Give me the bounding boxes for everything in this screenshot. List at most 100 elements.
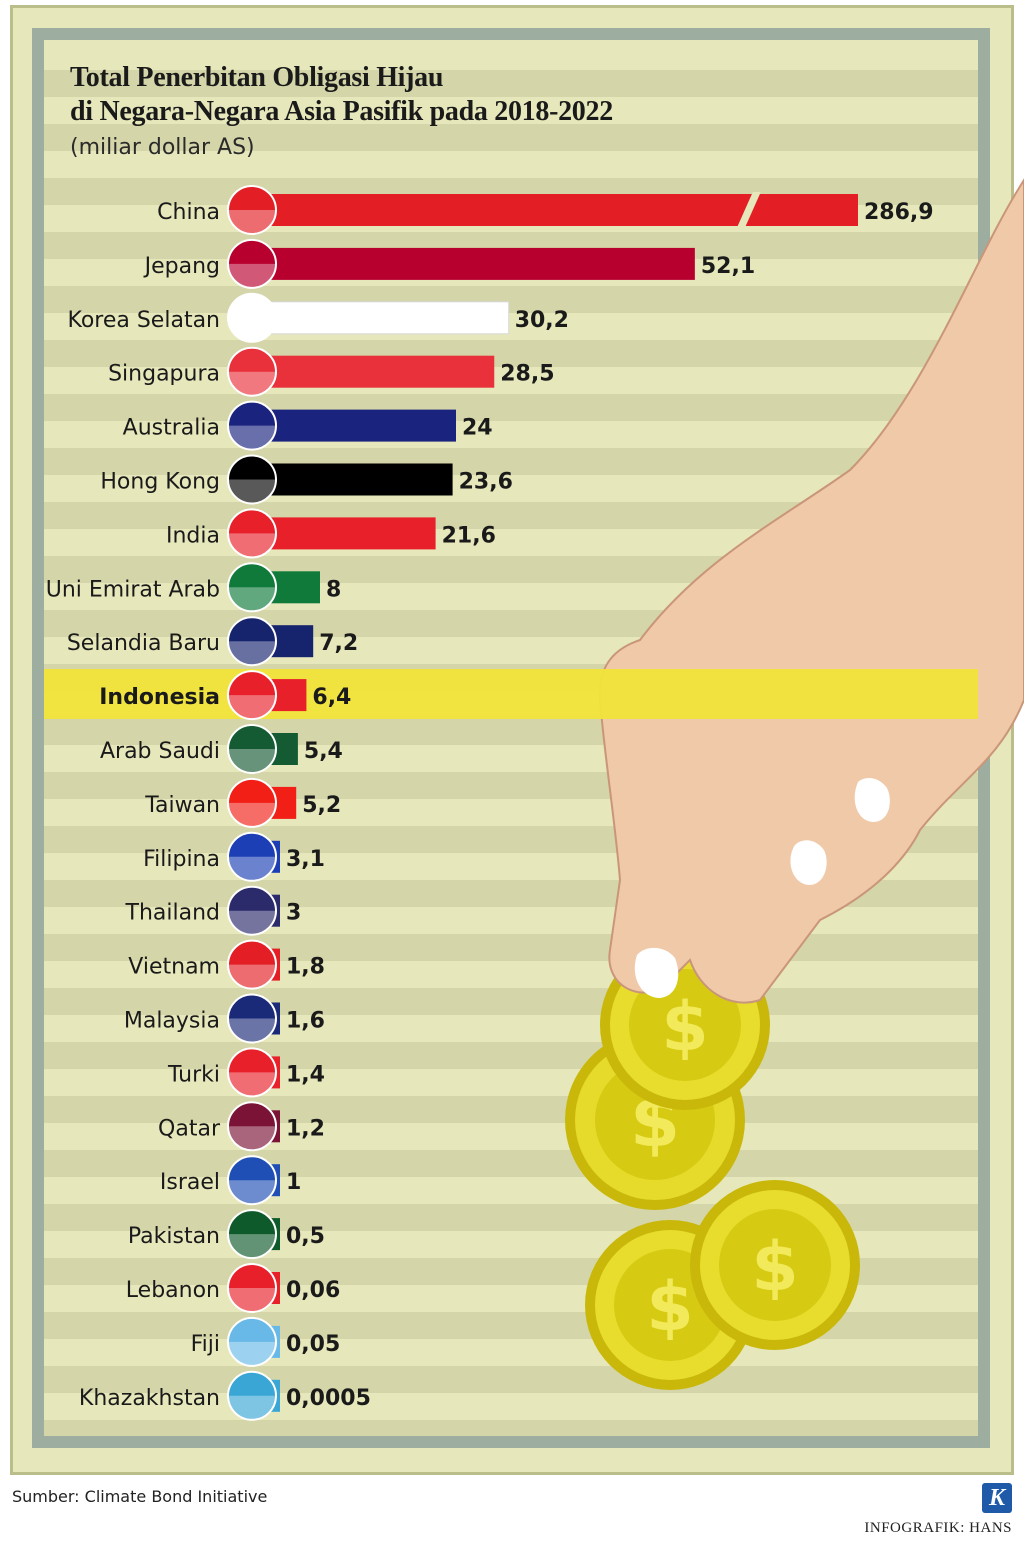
bar-india bbox=[252, 517, 436, 550]
value-label: 3 bbox=[286, 901, 301, 926]
flag-shade bbox=[228, 1234, 276, 1259]
flag-icon bbox=[227, 724, 277, 774]
flag-shade bbox=[228, 695, 276, 720]
background-stripe bbox=[44, 934, 978, 961]
publisher-logo: K bbox=[982, 1483, 1012, 1513]
flag-icon bbox=[227, 400, 277, 451]
flag-shade bbox=[228, 479, 276, 504]
flag-icon bbox=[227, 885, 277, 936]
flag-icon bbox=[227, 508, 277, 559]
unit-label: (miliar dollar AS) bbox=[70, 135, 255, 160]
flag-shade bbox=[228, 641, 276, 666]
fingernail-icon bbox=[634, 947, 679, 998]
value-label: 30,2 bbox=[515, 308, 569, 333]
country-label: Fiji bbox=[191, 1332, 220, 1357]
value-label: 1,2 bbox=[286, 1116, 325, 1141]
bar-korea-selatan bbox=[251, 301, 510, 335]
flag-shade bbox=[228, 1288, 276, 1312]
flag-shade bbox=[228, 210, 276, 234]
country-label: Hong Kong bbox=[100, 470, 220, 495]
flag-icon bbox=[227, 670, 277, 721]
value-label: 21,6 bbox=[442, 523, 496, 548]
chart-title-line-2: di Negara-Negara Asia Pasifik pada 2018-… bbox=[70, 96, 613, 127]
value-label: 0,5 bbox=[286, 1224, 325, 1249]
flag-shade bbox=[228, 1126, 276, 1151]
value-label: 0,05 bbox=[286, 1332, 340, 1357]
background-stripe bbox=[44, 1042, 978, 1069]
flag-shade bbox=[228, 1018, 276, 1043]
flag-icon bbox=[227, 1101, 277, 1152]
country-label: India bbox=[166, 523, 220, 548]
bar-jepang bbox=[252, 247, 695, 280]
infographic-credit: INFOGRAFIK: HANS bbox=[864, 1520, 1012, 1536]
flag-shade bbox=[228, 802, 276, 827]
country-label: Malaysia bbox=[124, 1009, 220, 1034]
background-stripe bbox=[44, 1096, 978, 1123]
flag-shade bbox=[228, 964, 276, 989]
country-label: Israel bbox=[160, 1170, 220, 1195]
country-label: Lebanon bbox=[126, 1278, 220, 1303]
flag-shade bbox=[228, 910, 276, 935]
flag-icon bbox=[227, 292, 277, 343]
flag-shade bbox=[228, 856, 276, 881]
country-label: Australia bbox=[123, 416, 220, 441]
country-label: Jepang bbox=[143, 254, 220, 279]
value-label: 0,0005 bbox=[286, 1386, 371, 1411]
background-stripe bbox=[44, 1366, 978, 1393]
bar-china bbox=[252, 194, 858, 226]
chart-title-line-1: Total Penerbitan Obligasi Hijau bbox=[70, 62, 444, 93]
axis-break-mark bbox=[736, 192, 761, 228]
highlight-band bbox=[44, 669, 978, 719]
fingernail-icon bbox=[790, 840, 827, 885]
country-label: Taiwan bbox=[144, 793, 220, 818]
value-label: 1,4 bbox=[286, 1062, 325, 1087]
hand-icon bbox=[598, 178, 1024, 1004]
value-label: 1,6 bbox=[286, 1009, 325, 1034]
flag-icon bbox=[227, 185, 277, 235]
flag-icon bbox=[227, 1155, 277, 1206]
flag-shade bbox=[228, 1072, 276, 1097]
value-label: 28,5 bbox=[500, 362, 554, 387]
background-stripe bbox=[44, 70, 978, 97]
country-label: Vietnam bbox=[128, 955, 220, 980]
value-label: 6,4 bbox=[312, 685, 351, 710]
country-label: Pakistan bbox=[128, 1224, 220, 1249]
source-note: Sumber: Climate Bond Initiative bbox=[12, 1487, 268, 1506]
country-label: Singapura bbox=[108, 362, 220, 387]
country-label: Filipina bbox=[143, 847, 220, 872]
country-label: Indonesia bbox=[99, 685, 220, 710]
value-label: 23,6 bbox=[459, 470, 513, 495]
flag-icon bbox=[227, 777, 277, 828]
flag-icon bbox=[227, 1209, 277, 1260]
flag-icon bbox=[227, 831, 277, 882]
background-stripe bbox=[44, 448, 978, 475]
fingernail-icon bbox=[854, 778, 890, 822]
country-label: Qatar bbox=[158, 1116, 221, 1141]
value-label: 5,2 bbox=[302, 793, 341, 818]
background-stripe bbox=[44, 394, 978, 421]
value-label: 3,1 bbox=[286, 847, 325, 872]
country-label: Thailand bbox=[125, 901, 220, 926]
flag-icon bbox=[227, 454, 277, 505]
flag-shade bbox=[228, 587, 276, 612]
svg-text:$: $ bbox=[751, 1228, 798, 1307]
flag-icon bbox=[227, 1047, 277, 1098]
flag-shade bbox=[228, 1395, 276, 1420]
background-stripe bbox=[44, 286, 978, 313]
flag-icon bbox=[227, 562, 277, 613]
value-label: 0,06 bbox=[286, 1278, 340, 1303]
country-label: Uni Emirat Arab bbox=[46, 577, 220, 602]
value-label: 52,1 bbox=[701, 254, 755, 279]
country-label: Turki bbox=[167, 1062, 220, 1087]
flag-icon bbox=[227, 346, 277, 397]
flag-icon bbox=[227, 616, 277, 667]
bar-hong-kong bbox=[252, 463, 453, 496]
background-stripe bbox=[44, 340, 978, 367]
svg-text:$: $ bbox=[661, 988, 708, 1067]
flag-shade bbox=[228, 371, 276, 396]
flag-shade bbox=[228, 1180, 276, 1205]
flag-icon bbox=[227, 1263, 277, 1313]
flag-icon bbox=[227, 1316, 277, 1367]
svg-text:$: $ bbox=[646, 1268, 693, 1347]
flag-icon bbox=[227, 993, 277, 1044]
